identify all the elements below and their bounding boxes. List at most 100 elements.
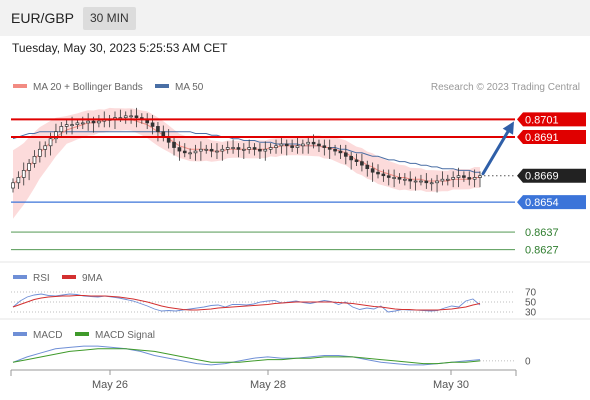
x-tick-label-1: May 26 bbox=[92, 379, 128, 391]
candle-body bbox=[43, 145, 48, 150]
candle-body bbox=[156, 126, 160, 133]
macd-legend: MACD MACD Signal bbox=[13, 330, 155, 341]
price-legend: MA 20 + Bollinger Bands MA 50 Research ©… bbox=[13, 82, 580, 93]
candle-body bbox=[263, 148, 268, 152]
candle-body bbox=[408, 178, 413, 182]
candle-body bbox=[462, 175, 466, 178]
candle-body bbox=[134, 115, 139, 118]
candle-body bbox=[403, 178, 407, 181]
candle-body bbox=[241, 148, 246, 151]
last-price-label: 0.8669 bbox=[525, 171, 559, 183]
candle-body bbox=[376, 171, 380, 175]
macd-tick-0: 0 bbox=[525, 356, 531, 367]
legend-macd-signal: MACD Signal bbox=[95, 330, 155, 341]
legend-swatch-macd bbox=[13, 332, 27, 336]
rsi-tick-50: 50 bbox=[525, 298, 537, 309]
candle-body bbox=[215, 150, 219, 153]
candle-body bbox=[48, 138, 53, 147]
chart-header: EUR/GBP 30 MIN bbox=[0, 0, 590, 36]
level-tag-1-bg bbox=[517, 112, 586, 127]
level-tag-5-label: 0.8627 bbox=[525, 245, 559, 257]
candle-body bbox=[338, 150, 343, 154]
candles bbox=[11, 107, 482, 193]
datetime-label: Tuesday, May 30, 2023 5:25:53 AM CET bbox=[12, 41, 228, 55]
candle-body bbox=[86, 120, 90, 124]
candle-body bbox=[209, 148, 214, 152]
candle-body bbox=[322, 145, 327, 148]
candle-body bbox=[150, 122, 155, 127]
macd-signal-line bbox=[12, 348, 481, 365]
forecast-arrow bbox=[481, 130, 510, 176]
level-tag-1: 0.8701 bbox=[517, 112, 586, 127]
candle-body bbox=[231, 147, 235, 149]
legend-swatch-rsi bbox=[13, 275, 27, 279]
candle-body bbox=[290, 145, 294, 148]
candle-body bbox=[70, 124, 74, 127]
candle-body bbox=[236, 147, 241, 150]
candle-body bbox=[370, 168, 375, 173]
candle-body bbox=[32, 155, 37, 164]
candle-body bbox=[306, 141, 311, 145]
candle-body bbox=[317, 143, 321, 147]
candle-body bbox=[295, 145, 300, 148]
candle-body bbox=[365, 164, 370, 170]
candle-body bbox=[472, 177, 477, 180]
ma50-line bbox=[12, 131, 480, 173]
candle-body bbox=[424, 180, 429, 184]
rsi-tick-70: 70 bbox=[525, 288, 537, 299]
candle-body bbox=[129, 115, 133, 118]
candle-body bbox=[279, 143, 284, 147]
candle-body bbox=[172, 141, 176, 148]
legend-macd: MACD bbox=[33, 330, 62, 341]
legend-rsi-ma: 9MA bbox=[82, 273, 103, 284]
rsi-legend: RSI 9MA bbox=[13, 273, 103, 284]
candle-body bbox=[435, 180, 439, 184]
legend-ma50: MA 50 bbox=[175, 82, 204, 93]
level-tag-2-bg bbox=[517, 129, 586, 144]
candle-body bbox=[97, 120, 101, 124]
candle-body bbox=[204, 148, 209, 151]
level-tag-3-label: 0.8654 bbox=[525, 197, 559, 209]
candle-body bbox=[397, 177, 402, 180]
candle-body bbox=[301, 143, 305, 147]
candle-body bbox=[91, 120, 96, 124]
candle-body bbox=[333, 148, 337, 152]
timeframe-badge[interactable]: 30 MIN bbox=[83, 7, 136, 30]
source-credit: Research © 2023 Trading Central bbox=[431, 82, 580, 93]
candle-body bbox=[284, 143, 289, 147]
candle-body bbox=[199, 148, 203, 152]
candle-body bbox=[177, 147, 182, 152]
legend-swatch-ma20 bbox=[13, 84, 27, 88]
candle-body bbox=[21, 170, 26, 178]
candle-body bbox=[349, 155, 353, 161]
candle-body bbox=[354, 159, 359, 162]
candle-body bbox=[80, 122, 85, 125]
level-tag-2-label: 0.8691 bbox=[525, 132, 559, 144]
rsi-ma-line bbox=[12, 295, 481, 311]
legend-ma20: MA 20 + Bollinger Bands bbox=[33, 82, 143, 93]
legend-swatch-ma50 bbox=[155, 84, 169, 88]
candle-body bbox=[451, 177, 455, 180]
last-price-tag-bg bbox=[517, 168, 586, 183]
level-tag-1-label: 0.8701 bbox=[525, 114, 559, 126]
candle-body bbox=[440, 178, 445, 182]
candle-body bbox=[193, 150, 198, 154]
forecast-arrow-head bbox=[502, 121, 514, 135]
candle-body bbox=[429, 182, 434, 185]
macd-line bbox=[12, 345, 481, 366]
candle-body bbox=[456, 175, 461, 178]
candle-body bbox=[381, 173, 386, 177]
candle-body bbox=[16, 177, 21, 184]
candle-body bbox=[268, 147, 273, 150]
candle-body bbox=[392, 177, 396, 179]
rsi-tick-30: 30 bbox=[525, 308, 537, 319]
x-tick-label-2: May 28 bbox=[250, 379, 286, 391]
candle-body bbox=[27, 163, 31, 171]
ma20-line bbox=[12, 118, 480, 185]
candle-body bbox=[386, 175, 391, 178]
candle-body bbox=[75, 122, 80, 126]
candle-body bbox=[419, 180, 423, 183]
candle-body bbox=[360, 161, 364, 166]
level-tag-2: 0.8691 bbox=[517, 129, 586, 144]
